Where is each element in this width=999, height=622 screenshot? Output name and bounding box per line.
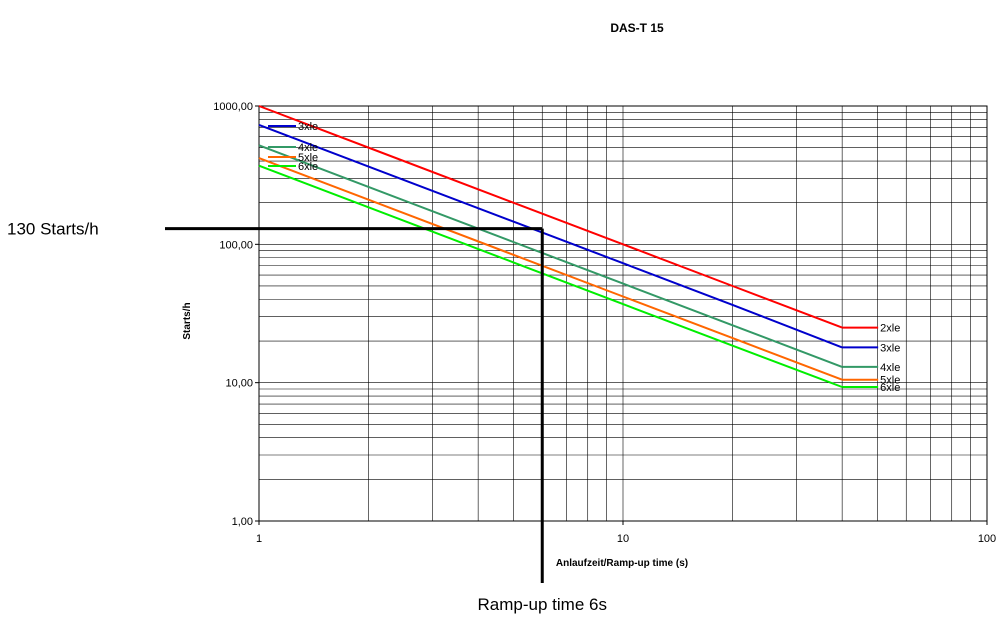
legend-label-right-2xle: 2xle <box>880 323 900 335</box>
legend-label-right-6xle: 6xle <box>880 382 900 394</box>
y-tick-label: 1,00 <box>232 516 253 528</box>
y-tick-label: 100,00 <box>219 239 253 251</box>
chart-grid <box>258 106 987 522</box>
legend-label-left-3xle: 3xle <box>298 121 318 133</box>
legend-label-right-5xle: 5xle <box>880 375 900 387</box>
x-tick-label: 100 <box>978 533 996 545</box>
legend-label-right-4xle: 4xle <box>880 362 900 374</box>
x-tick-label: 1 <box>256 533 262 545</box>
tick-labels: 1 10 100 1,00 10,00 100,00 1000,00 <box>213 101 996 545</box>
series-line-5xle <box>258 157 843 381</box>
annotation-label-ramp-up: Ramp-up time 6s <box>478 595 607 614</box>
series-line-3xle <box>258 123 843 349</box>
y-tick-label: 1000,00 <box>213 101 253 113</box>
chart-title: DAS-T 15 <box>610 21 664 35</box>
series-layer <box>258 105 843 388</box>
y-tick-label: 10,00 <box>225 378 253 390</box>
series-line-2xle <box>258 105 843 329</box>
legend-label-left-4xle: 4xle <box>298 142 318 154</box>
annotation-label-starts: 130 Starts/h <box>7 220 99 239</box>
series-line-4xle <box>258 144 843 368</box>
legend-label-left-5xle: 5xle <box>298 152 318 164</box>
legend-label-right-3xle: 3xle <box>880 342 900 354</box>
y-axis-label: Starts/h <box>182 302 193 339</box>
x-axis-label: Anlaufzeit/Ramp-up time (s) <box>556 558 688 569</box>
x-tick-label: 10 <box>617 533 629 545</box>
annotations: 130 Starts/h Ramp-up time 6s <box>7 220 607 614</box>
legend-label-left-6xle: 6xle <box>298 161 318 173</box>
series-line-6xle <box>258 164 843 388</box>
